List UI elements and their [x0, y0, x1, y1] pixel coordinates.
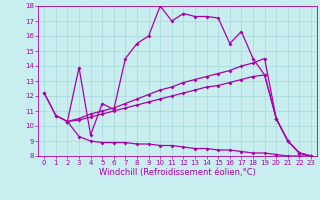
X-axis label: Windchill (Refroidissement éolien,°C): Windchill (Refroidissement éolien,°C)	[99, 168, 256, 177]
